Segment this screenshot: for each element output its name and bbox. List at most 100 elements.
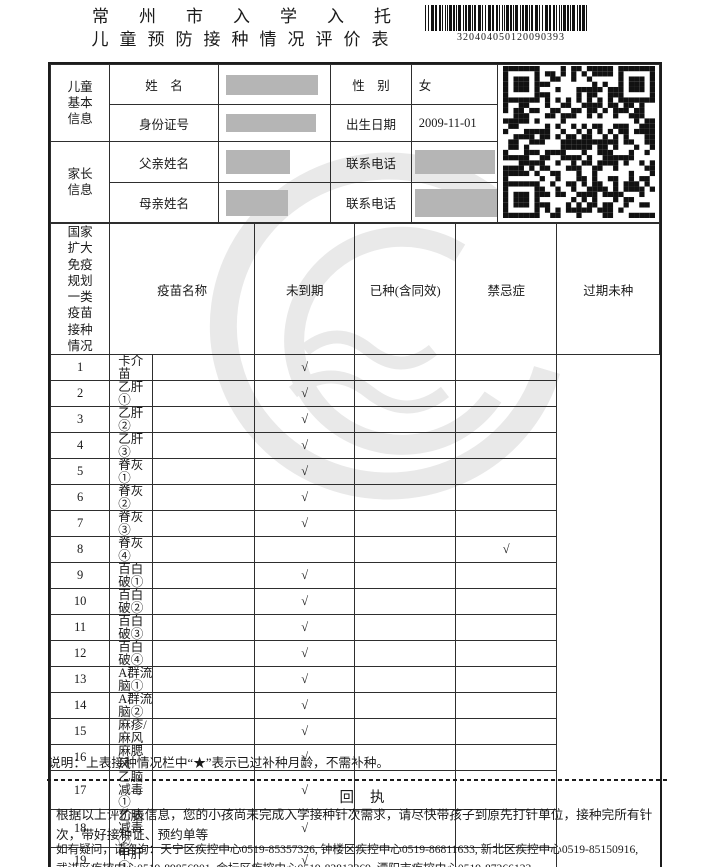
row-number: 15 (49, 718, 111, 745)
mother-phone-value-cell (410, 182, 499, 223)
receipt-title: 回执 (339, 790, 401, 806)
father-name-value-cell (217, 141, 332, 183)
vaccine-name: 乙脑减毒② (109, 808, 154, 848)
done-mark: √ (253, 770, 356, 810)
contraindication-mark (354, 510, 456, 537)
contraindication-mark (354, 536, 456, 563)
vaccine-row: 13 A群流脑① √ (49, 666, 660, 693)
row-number: 8 (49, 536, 111, 563)
qr-code-cell (497, 64, 660, 223)
done-mark: √ (253, 588, 356, 615)
vaccine-name: 麻腮风 (109, 744, 154, 771)
overdue-mark (454, 666, 558, 693)
row-number: 19 (49, 847, 111, 867)
vaccine-row: 6 脊灰② √ (49, 484, 660, 511)
overdue-mark (454, 640, 558, 667)
vaccine-name: 脊灰③ (109, 510, 154, 537)
contraindication-mark (354, 718, 456, 745)
contraindication-mark (354, 458, 456, 485)
vaccine-name: 乙肝① (109, 380, 154, 407)
info-section-table: 儿童基本信息 姓 名 性 别 女 身份证号 出生日期 2009-11-01 (49, 64, 660, 223)
redacted-mother-name (225, 189, 288, 216)
vaccine-row: 5 脊灰① √ (49, 458, 660, 485)
vaccine-name: 卡介苗 (109, 354, 154, 381)
vaccine-row: 12 百白破④ √ (49, 640, 660, 667)
father-name-label: 父亲姓名 (109, 141, 219, 183)
vaccine-name: 乙肝③ (109, 432, 154, 459)
parent-info-section-label: 家长信息 (49, 141, 111, 223)
row-number: 2 (49, 380, 111, 407)
vaccine-row: 10 百白破② √ (49, 588, 660, 615)
row-number: 12 (49, 640, 111, 667)
row-number: 5 (49, 458, 111, 485)
done-mark: √ (253, 380, 356, 407)
parent-info-section-label-text: 家长信息 (67, 166, 93, 197)
birth-date-label: 出生日期 (330, 104, 412, 142)
redacted-mother-phone (414, 188, 497, 217)
row-number: 18 (49, 808, 111, 848)
gender-label: 性 别 (330, 64, 412, 105)
vaccine-row: 2 乙肝① √ (49, 380, 660, 407)
contact-line-1: 如有疑问，请咨询：天宁区疾控中心0519-85357326, 钟楼区疾控中心05… (56, 843, 639, 856)
form-title: 常州市入学入托 儿童预防接种情况评价表 (62, 6, 418, 51)
child-info-section-label: 儿童基本信息 (49, 64, 111, 142)
not-due-mark (152, 484, 255, 511)
overdue-mark (454, 432, 558, 459)
contraindication-mark (354, 354, 456, 381)
contraindication-mark (354, 432, 456, 459)
vaccine-rows: 1 卡介苗 √ 2 乙肝① √ 3 乙肝② √ 4 乙肝③ √ 5 脊灰① √ 6 脊灰② √ 7 脊灰③ √ 8 脊灰④ √… (49, 354, 660, 867)
vaccine-name: 百白破④ (109, 640, 154, 667)
not-due-mark (152, 406, 255, 433)
done-mark: √ (253, 406, 356, 433)
vaccine-name: 脊灰① (109, 458, 154, 485)
mother-phone-label: 联系电话 (330, 182, 412, 223)
vaccine-name: 脊灰② (109, 484, 154, 511)
dashed-separator (47, 779, 667, 781)
not-due-mark (152, 536, 255, 563)
vaccine-section-table: 国家扩大免疫规划一类疫苗接种情况 疫苗名称 未到期 已种(含同效) 禁忌症 过期… (49, 223, 660, 867)
contraindication-mark (354, 692, 456, 719)
vaccine-row: 8 脊灰④ √ (49, 536, 660, 563)
gender-value: 女 (410, 64, 499, 105)
contraindication-mark (354, 380, 456, 407)
vaccine-name: 脊灰④ (109, 536, 154, 563)
child-info-section-label-text: 儿童基本信息 (67, 79, 93, 127)
birth-date-value: 2009-11-01 (410, 104, 499, 142)
row-number: 9 (49, 562, 111, 589)
contraindication-mark (354, 744, 456, 771)
barcode-block: 320404050120090393 (424, 5, 598, 43)
vaccine-name: 百白破③ (109, 614, 154, 641)
not-due-mark (152, 562, 255, 589)
overdue-mark (454, 354, 558, 381)
vaccine-row: 4 乙肝③ √ (49, 432, 660, 459)
overdue-mark: √ (454, 536, 558, 563)
overdue-mark (454, 406, 558, 433)
done-mark: √ (253, 562, 356, 589)
barcode-image (425, 5, 587, 31)
row-number: 17 (49, 770, 111, 810)
row-number: 11 (49, 614, 111, 641)
vaccine-section-label: 国家扩大免疫规划一类疫苗接种情况 (49, 223, 111, 355)
vaccine-row: 19 甲肝① √ (49, 847, 660, 867)
contraindication-mark (354, 562, 456, 589)
not-due-mark (152, 718, 255, 745)
redacted-id-value (225, 114, 316, 132)
vaccine-row: 3 乙肝② √ (49, 406, 660, 433)
vaccine-name: 甲肝① (109, 847, 154, 867)
contraindication-mark (354, 588, 456, 615)
done-mark: √ (253, 484, 356, 511)
mother-name-label: 母亲姓名 (109, 182, 219, 223)
row-number: 6 (49, 484, 111, 511)
vaccine-row: 14 A群流脑② √ (49, 692, 660, 719)
overdue-mark (454, 562, 558, 589)
vaccine-name: 百白破② (109, 588, 154, 615)
mother-name-value-cell (217, 182, 332, 223)
overdue-mark (454, 718, 558, 745)
vaccine-name: A群流脑① (109, 666, 154, 693)
main-form-table: 儿童基本信息 姓 名 性 别 女 身份证号 出生日期 2009-11-01 (48, 62, 662, 867)
overdue-mark (454, 510, 558, 537)
vaccine-row: 15 麻疹/麻风 √ (49, 718, 660, 745)
overdue-mark (454, 614, 558, 641)
redacted-name-value (225, 74, 318, 95)
vaccine-row: 7 脊灰③ √ (49, 510, 660, 537)
